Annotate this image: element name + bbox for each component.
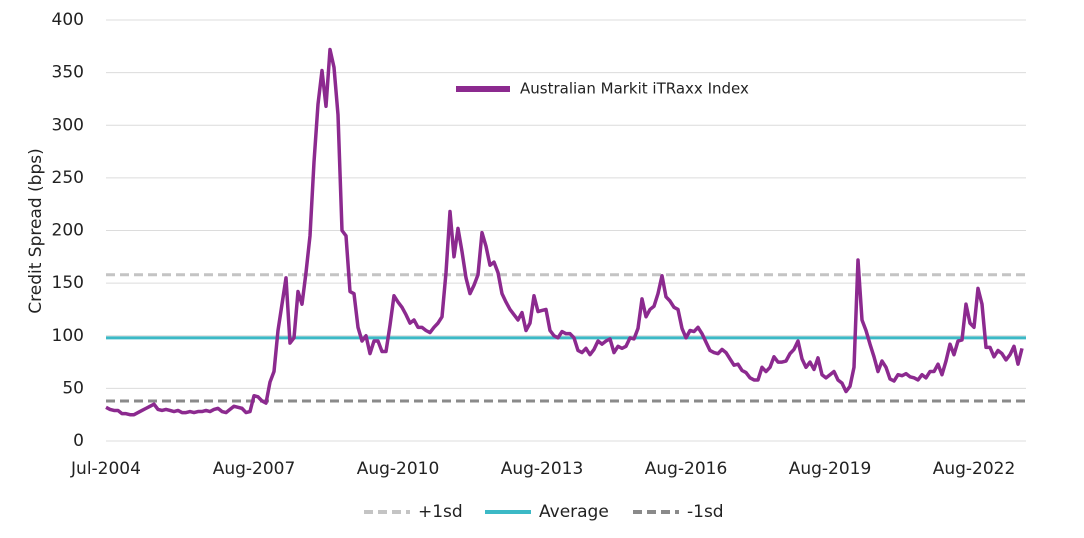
y-tick-label: 200: [52, 221, 84, 241]
legend-label: Australian Markit iTRaxx Index: [520, 80, 749, 98]
y-tick-label: 150: [52, 273, 84, 293]
x-tick-label: Aug-2007: [213, 459, 296, 479]
x-tick-label: Aug-2010: [357, 459, 440, 479]
x-tick-label: Aug-2022: [933, 459, 1016, 479]
y-tick-label: 400: [52, 10, 84, 30]
x-tick-label: Aug-2016: [645, 459, 728, 479]
y-axis-label: Credit Spread (bps): [26, 148, 46, 314]
series-line: [105, 47, 1024, 417]
y-tick-label: 300: [52, 115, 84, 135]
legend-label: Average: [539, 502, 609, 522]
y-tick-label: 250: [52, 168, 84, 188]
x-tick-label: Aug-2013: [501, 459, 584, 479]
y-tick-label: 350: [52, 63, 84, 83]
x-tick-label: Jul-2004: [70, 459, 141, 479]
legend-label: -1sd: [687, 502, 724, 522]
y-tick-label: 50: [62, 378, 84, 398]
y-tick-label: 100: [52, 326, 84, 346]
x-tick-label: Aug-2019: [789, 459, 872, 479]
y-tick-label: 0: [73, 431, 84, 451]
legend-label: +1sd: [418, 502, 463, 522]
